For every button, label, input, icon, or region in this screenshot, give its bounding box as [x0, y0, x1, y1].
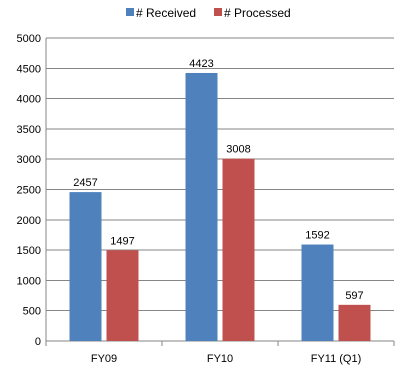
legend-label: # Processed	[224, 6, 291, 20]
x-axis: FY09 FY10 FY11 (Q1)	[45, 341, 395, 365]
gridlines	[46, 37, 394, 342]
y-tick-label: 500	[23, 306, 41, 318]
bar-received	[301, 244, 334, 341]
data-labels: 2457 1497 4423 3008 1592 597	[73, 58, 363, 302]
legend: # Received # Processed	[126, 6, 291, 20]
y-tick-label: 2000	[17, 215, 41, 227]
bar-processed	[338, 304, 371, 341]
y-tick-label: 1500	[17, 245, 41, 257]
y-tick-label: 0	[35, 336, 41, 348]
y-axis: 0 500 1000 1500 2000 2500 3000 3500 4000 4500 5000	[17, 33, 47, 348]
bar-processed	[222, 158, 255, 341]
legend-label: # Received	[136, 6, 196, 20]
bar-received	[69, 192, 102, 341]
bar-received	[185, 72, 218, 342]
data-label: 4423	[189, 58, 213, 70]
data-label: 2457	[73, 177, 97, 189]
bar-processed	[106, 250, 139, 341]
legend-swatch	[126, 8, 134, 16]
x-tick-label: FY09	[91, 353, 117, 365]
y-tick-label: 5000	[17, 33, 41, 45]
bars	[69, 72, 371, 342]
y-tick-label: 4500	[17, 63, 41, 75]
data-label: 1592	[305, 230, 329, 242]
data-label: 1497	[110, 235, 134, 247]
y-tick-label: 3000	[17, 154, 41, 166]
y-tick-label: 4000	[17, 94, 41, 106]
data-label: 597	[345, 290, 363, 302]
x-tick-label: FY10	[207, 353, 233, 365]
y-tick-label: 3500	[17, 124, 41, 136]
data-label: 3008	[226, 144, 250, 156]
y-tick-label: 1000	[17, 275, 41, 287]
x-tick-label: FY11 (Q1)	[311, 353, 362, 365]
legend-swatch	[214, 8, 222, 16]
y-tick-label: 2500	[17, 185, 41, 197]
